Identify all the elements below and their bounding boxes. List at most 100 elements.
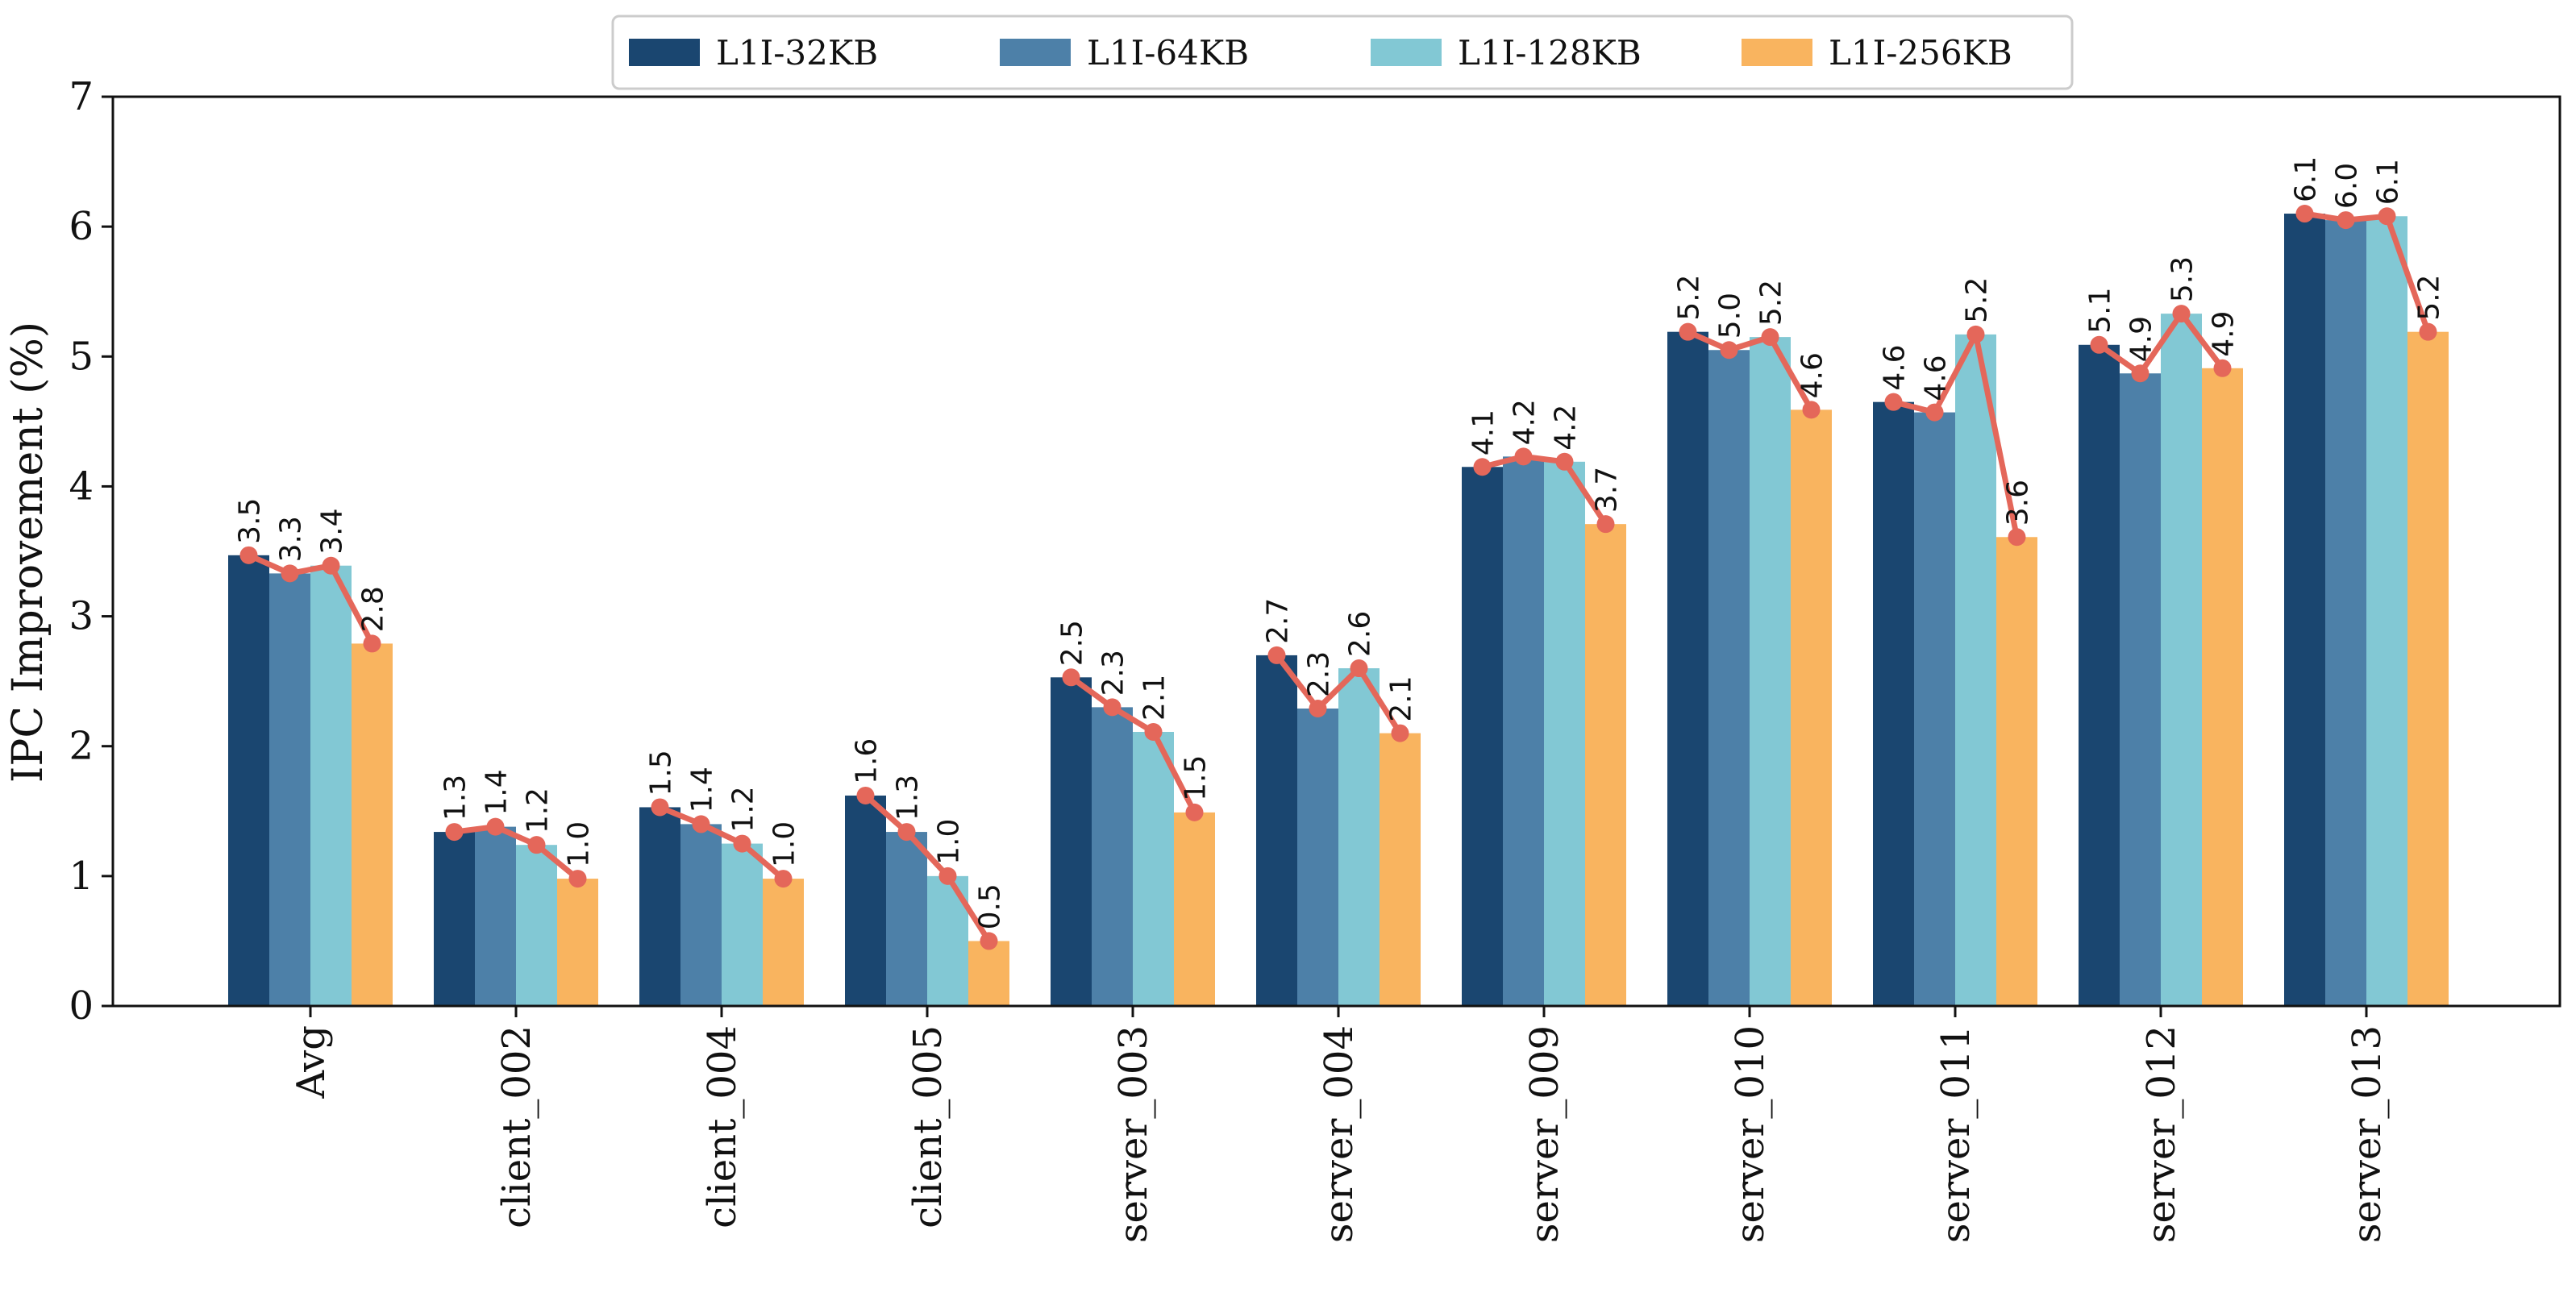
data-label: 1.6 — [851, 738, 884, 784]
y-tick-label: 5 — [69, 334, 94, 379]
trend-marker — [527, 836, 546, 854]
bar — [1585, 524, 1626, 1006]
trend-marker — [568, 870, 587, 888]
x-tick-label: server_010 — [1728, 1025, 1773, 1243]
trend-marker — [239, 546, 258, 564]
x-tick-label: client_004 — [700, 1025, 745, 1228]
x-tick-label: server_009 — [1522, 1025, 1567, 1243]
y-axis: 0 1 2 3 4 5 6 7 — [69, 74, 113, 1029]
trend-marker — [1267, 646, 1286, 664]
x-tick-label: server_011 — [1933, 1025, 1979, 1243]
bar — [2202, 368, 2243, 1006]
data-label: 4.9 — [2125, 316, 2158, 362]
data-label: 1.5 — [1180, 755, 1213, 801]
trend-marker — [1555, 452, 1574, 471]
trend-marker — [1309, 699, 1327, 717]
trend-marker — [2090, 335, 2108, 354]
data-label: 1.5 — [645, 750, 678, 796]
trend-marker — [1925, 403, 1944, 422]
trend-marker — [1802, 401, 1821, 419]
bar — [2325, 220, 2366, 1007]
trend-marker — [2008, 528, 2026, 547]
data-label: 3.6 — [2002, 480, 2035, 526]
bar — [1544, 461, 1585, 1006]
legend-label: L1I-256KB — [1829, 33, 2012, 73]
x-tick-label: server_003 — [1111, 1025, 1156, 1243]
legend-swatch — [1742, 39, 1812, 66]
data-label: 4.6 — [1879, 344, 1912, 390]
bar — [763, 879, 804, 1006]
bar — [2161, 314, 2202, 1006]
bar — [639, 807, 680, 1006]
data-label: 5.2 — [2413, 274, 2446, 320]
trend-marker — [692, 815, 710, 833]
trend-marker — [1350, 659, 1368, 678]
trend-marker — [2295, 205, 2314, 223]
data-label: 5.3 — [2166, 256, 2199, 302]
bar — [680, 824, 722, 1006]
group-trend-line — [1481, 453, 1608, 526]
bars-layer — [228, 214, 2449, 1007]
plot-frame — [111, 95, 2561, 1008]
data-label: 4.2 — [1509, 399, 1542, 445]
data-label: 2.1 — [1385, 675, 1418, 721]
data-label: 2.5 — [1056, 620, 1089, 666]
trend-marker — [1966, 325, 1985, 343]
legend-label: L1I-32KB — [716, 33, 878, 73]
trend-marker — [486, 817, 505, 836]
bar — [557, 879, 598, 1006]
trend-marker — [856, 786, 875, 804]
lines-layer — [239, 205, 2437, 950]
trend-marker — [2337, 211, 2355, 230]
trend-marker — [897, 823, 916, 842]
data-label: 2.3 — [1303, 651, 1336, 697]
data-label: 1.0 — [933, 819, 966, 865]
data-label: 1.3 — [439, 775, 472, 821]
data-label: 2.7 — [1262, 598, 1295, 644]
bar — [2366, 216, 2407, 1006]
bar — [722, 843, 763, 1006]
data-label: 5.1 — [2084, 288, 2117, 334]
bar — [2079, 344, 2120, 1007]
legend-label: L1I-128KB — [1458, 33, 1642, 73]
bar — [2407, 331, 2449, 1006]
data-label: 1.4 — [481, 769, 514, 815]
bar — [1133, 731, 1174, 1006]
y-tick-label: 1 — [69, 854, 94, 899]
trend-marker — [1720, 341, 1738, 360]
group-trend-line — [2097, 310, 2225, 376]
legend-box — [611, 15, 2074, 90]
x-tick-label: server_012 — [2139, 1025, 2184, 1243]
bar — [1338, 668, 1380, 1006]
bar — [2284, 214, 2325, 1006]
bar — [310, 565, 352, 1006]
trend-marker — [980, 932, 998, 950]
trend-marker — [363, 634, 381, 653]
trend-marker — [2213, 359, 2232, 377]
bar — [1708, 350, 1750, 1006]
bar — [1873, 401, 1914, 1007]
trend-marker — [1062, 668, 1080, 687]
bar — [1914, 412, 1955, 1006]
data-label: 6.1 — [2290, 156, 2323, 202]
bar — [1297, 708, 1338, 1006]
group-trend-line — [659, 804, 785, 881]
y-tick-label: 7 — [69, 74, 94, 119]
trend-marker — [1391, 724, 1409, 742]
group-trend-line — [1274, 653, 1403, 735]
data-label: 3.3 — [275, 516, 308, 562]
trend-marker — [1884, 393, 1903, 411]
trend-marker — [1103, 698, 1122, 717]
data-label: 2.8 — [357, 586, 390, 632]
data-label: 1.2 — [522, 788, 555, 833]
data-label: 3.5 — [234, 498, 267, 544]
data-label: 3.4 — [316, 508, 349, 554]
data-label: 4.1 — [1467, 409, 1500, 455]
legend-swatch — [1000, 39, 1071, 66]
trend-marker — [938, 867, 957, 885]
legend-swatch — [1371, 39, 1442, 66]
data-label: 5.0 — [1714, 293, 1747, 339]
trend-marker — [2419, 322, 2437, 341]
y-tick-label: 2 — [69, 724, 94, 769]
